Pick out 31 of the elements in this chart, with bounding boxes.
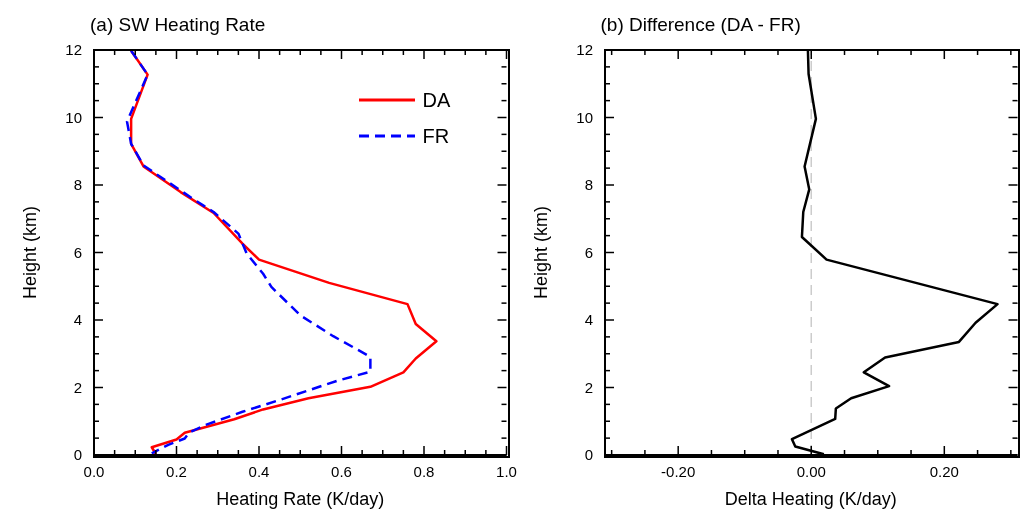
x-tick-label: 0.4 [248,463,270,480]
y-tick-label: 0 [584,446,593,463]
x-tick-label: 0.00 [796,463,826,480]
x-tick-label: 1.0 [496,463,517,480]
chart-title: (a) SW Heating Rate [90,14,266,36]
x-tick-label: -0.20 [660,463,695,480]
x-tick-label: 0.20 [929,463,959,480]
y-tick-label: 2 [73,378,82,396]
x-tick-label: 0.0 [83,463,105,480]
y-tick-label: 8 [584,176,593,193]
legend-label: DA [422,88,451,112]
x-axis-title: Heating Rate (K/day) [215,489,386,510]
x-tick-label: 0.8 [413,463,435,480]
y-tick-label: 2 [584,378,593,396]
y-tick-label: 10 [65,108,82,126]
legend-label: FR [422,124,450,148]
y-axis-title: Height (km) [530,204,551,301]
y-tick-label: 12 [575,41,593,58]
y-tick-label: 4 [584,311,593,328]
y-tick-label: 10 [575,108,593,126]
x-axis-title: Delta Heating (K/day) [723,489,898,510]
y-tick-label: 4 [73,311,82,328]
x-tick-label: 0.2 [166,463,187,480]
y-tick-label: 8 [73,176,82,193]
x-tick-label: 0.6 [331,463,352,480]
y-tick-label: 0 [73,446,82,463]
y-tick-label: 6 [73,243,82,261]
y-tick-label: 6 [584,243,593,261]
y-axis-title: Height (km) [19,204,41,301]
chart-title: (b) Difference (DA - FR) [600,14,801,36]
y-tick-label: 12 [65,41,82,58]
